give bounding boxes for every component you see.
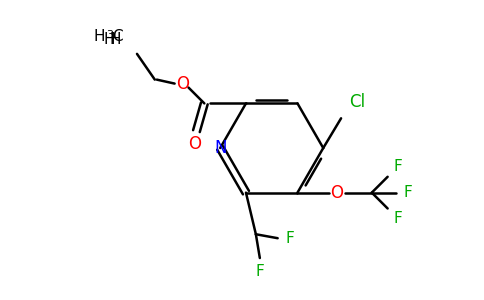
Text: Cl: Cl	[349, 93, 365, 111]
Text: O: O	[176, 75, 189, 93]
Text: 3: 3	[106, 30, 113, 40]
Text: C: C	[112, 28, 122, 44]
Text: F: F	[393, 211, 402, 226]
Text: H: H	[93, 28, 105, 44]
Text: H: H	[104, 32, 115, 47]
Text: F: F	[256, 264, 264, 279]
Text: F: F	[285, 231, 294, 246]
Text: O: O	[188, 135, 201, 153]
Text: N: N	[214, 139, 227, 157]
Text: O: O	[331, 184, 344, 202]
Text: H: H	[109, 32, 121, 47]
Text: F: F	[393, 159, 402, 174]
Text: F: F	[403, 185, 412, 200]
